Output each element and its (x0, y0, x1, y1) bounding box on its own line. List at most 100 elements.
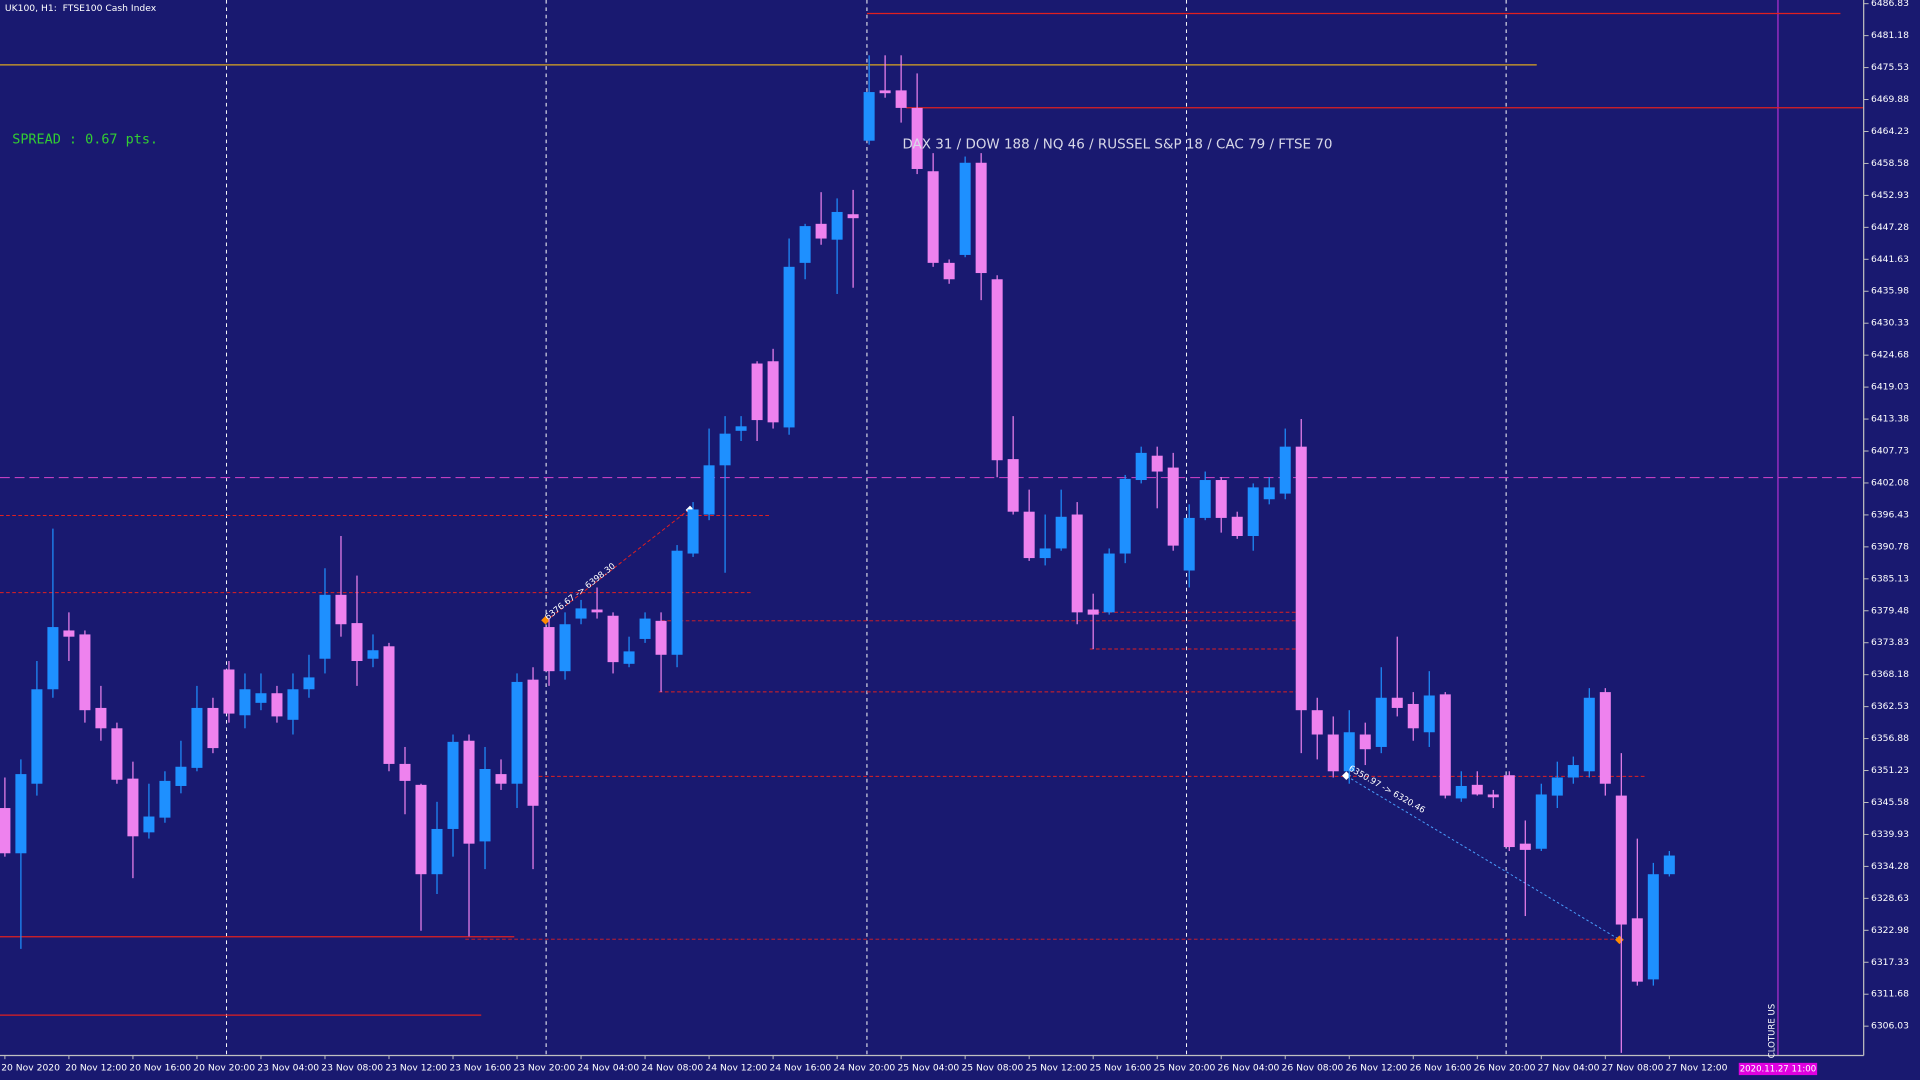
x-tick-label: 23 Nov 16:00 (449, 1062, 511, 1073)
y-tick-label: 6464.23 (1871, 126, 1909, 137)
candle-body (1519, 843, 1531, 850)
candle-body (1311, 710, 1323, 735)
candle-body (1327, 734, 1339, 772)
candle-body (799, 226, 811, 263)
candle-body (671, 550, 683, 655)
candle-body (991, 279, 1003, 461)
candle-body (1087, 609, 1099, 615)
trade-marker (541, 615, 550, 625)
candle-body (1023, 511, 1035, 559)
candle-body (15, 774, 27, 854)
candle-body (895, 90, 907, 108)
index-summary: DAX 31 / DOW 188 / NQ 46 / RUSSEL S&P 18… (902, 137, 1332, 152)
candle-body (1151, 455, 1163, 472)
candle-body (79, 634, 91, 711)
y-tick-label: 6385.13 (1871, 573, 1909, 584)
y-tick-label: 6407.73 (1871, 446, 1909, 457)
y-tick-label: 6339.93 (1871, 829, 1909, 840)
candle-body (1407, 703, 1419, 729)
candle-body (1119, 478, 1131, 554)
x-tick-label: 25 Nov 16:00 (1090, 1062, 1152, 1073)
candle-body (191, 707, 203, 768)
spread-label: SPREAD : 0.67 pts. (12, 133, 158, 148)
y-tick-label: 6447.28 (1871, 222, 1909, 233)
x-tick-label: 20 Nov 2020 (1, 1062, 60, 1073)
candle-body (847, 214, 859, 219)
candle-body (527, 679, 539, 806)
candle-body (1551, 777, 1563, 796)
candle-body (1615, 795, 1627, 925)
candle-body (143, 816, 155, 833)
candle-body (719, 433, 731, 466)
y-tick-label: 6402.08 (1871, 477, 1909, 488)
candle-body (1455, 785, 1467, 799)
candle-body (1663, 855, 1675, 875)
candle-body (815, 223, 827, 239)
candle-body (879, 90, 891, 94)
candle-body (639, 618, 651, 639)
candle-body (367, 650, 379, 659)
candle-body (831, 211, 843, 240)
order-lines (0, 509, 1647, 940)
candle-body (1471, 784, 1483, 795)
candle-body (623, 651, 635, 664)
drawing-objects (0, 0, 1864, 1056)
y-tick-label: 6322.98 (1871, 925, 1909, 936)
chart-title: UK100, H1: FTSE100 Cash Index (5, 3, 157, 14)
y-tick-label: 6373.83 (1871, 637, 1909, 648)
candle-body (63, 630, 75, 637)
candle-body (1135, 452, 1147, 481)
candle-body (591, 609, 603, 613)
candle-body (287, 689, 299, 720)
candle-body (655, 620, 667, 655)
candle-body (111, 728, 123, 780)
y-tick-label: 6328.63 (1871, 893, 1909, 904)
candle-body (431, 828, 443, 875)
candle-body (1055, 516, 1067, 549)
candle-body (255, 693, 267, 703)
candle-body (1343, 732, 1355, 772)
x-tick-label: 26 Nov 12:00 (1346, 1062, 1408, 1073)
candle-body (47, 627, 59, 690)
y-tick-label: 6311.68 (1871, 989, 1909, 1000)
candle-body (1631, 918, 1643, 982)
candle-body (31, 689, 43, 784)
candle-body (479, 769, 491, 842)
y-tick-label: 6424.68 (1871, 350, 1909, 361)
y-tick-label: 6306.03 (1871, 1021, 1909, 1032)
candle-body (703, 465, 715, 515)
y-tick-label: 6469.88 (1871, 94, 1909, 105)
candles (0, 55, 1675, 1053)
x-tick-label: 20 Nov 16:00 (129, 1062, 191, 1073)
candle-body (0, 808, 11, 854)
x-tick-label: 20 Nov 20:00 (193, 1062, 255, 1073)
candle-body (1295, 446, 1307, 711)
y-tick-label: 6390.78 (1871, 541, 1909, 552)
candle-body (559, 624, 571, 672)
candle-body (447, 741, 459, 829)
y-tick-label: 6475.53 (1871, 62, 1909, 73)
candle-body (751, 363, 763, 421)
candle-body (95, 707, 107, 729)
candle-body (1007, 459, 1019, 512)
x-tick-label: 24 Nov 20:00 (833, 1062, 895, 1073)
candle-body (1487, 794, 1499, 798)
candle-body (1423, 695, 1435, 733)
x-tick-label: 27 Nov 12:00 (1666, 1062, 1728, 1073)
time-badge-label: 2020.11.27 11:00 (1740, 1064, 1816, 1074)
y-tick-label: 6486.83 (1871, 0, 1909, 9)
x-tick-label: 27 Nov 04:00 (1538, 1062, 1600, 1073)
candle-body (1167, 467, 1179, 546)
candle-body (399, 763, 411, 781)
y-tick-label: 6317.33 (1871, 957, 1909, 968)
x-tick-label: 24 Nov 16:00 (769, 1062, 831, 1073)
candle-body (319, 594, 331, 659)
candle-body (207, 707, 219, 749)
x-tick-label: 24 Nov 08:00 (641, 1062, 703, 1073)
x-tick-label: 26 Nov 20:00 (1474, 1062, 1536, 1073)
candle-body (1183, 517, 1195, 571)
candle-body (783, 266, 795, 428)
candle-body (335, 594, 347, 625)
candle-body (1263, 487, 1275, 500)
x-tick-label: 23 Nov 20:00 (513, 1062, 575, 1073)
